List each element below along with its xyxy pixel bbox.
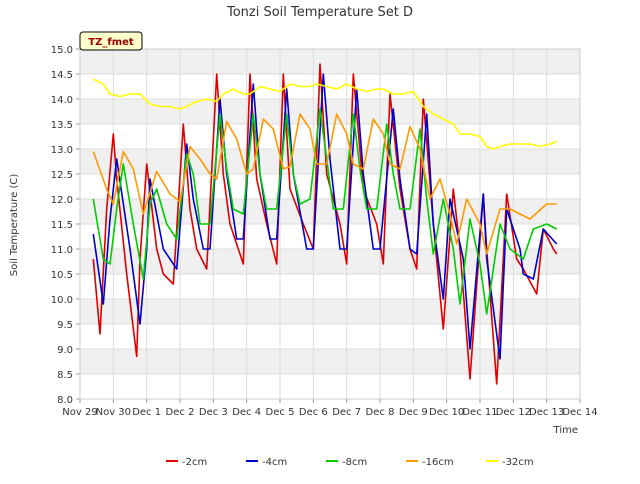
y-tick-label: 13.0	[51, 145, 73, 156]
x-tick-label: Dec 1	[132, 407, 161, 418]
y-tick-label: 11.0	[51, 245, 73, 256]
y-tick-label: 8.5	[57, 370, 73, 381]
y-tick-label: 9.5	[57, 320, 73, 331]
x-tick-label: Dec 11	[462, 407, 497, 418]
x-tick-label: Dec 13	[529, 407, 564, 418]
y-tick-label: 12.0	[51, 195, 73, 206]
badge-box	[79, 31, 143, 51]
legend-label: -32cm	[502, 457, 534, 468]
legend-item: -2cm	[166, 457, 207, 468]
x-tick-label: Nov 29	[62, 407, 97, 418]
x-tick-label: Dec 3	[199, 407, 228, 418]
chart-title: Tonzi Soil Temperature Set D	[226, 5, 413, 20]
x-tick-label: Dec 14	[562, 407, 597, 418]
plot-band	[80, 49, 580, 74]
series-line--16cm	[92, 113, 557, 255]
y-tick-label: 14.5	[51, 70, 73, 81]
legend-label: -16cm	[422, 457, 454, 468]
series-lines	[92, 63, 558, 385]
plot-band	[80, 299, 580, 324]
series-line--4cm	[92, 73, 558, 360]
y-tick-label: 14.0	[51, 95, 73, 106]
x-tick-label: Dec 6	[299, 407, 328, 418]
y-tick-label: 11.5	[51, 220, 73, 231]
legend-item: -8cm	[326, 457, 367, 468]
plot-frame	[79, 48, 581, 400]
x-tick-label: Nov 30	[96, 407, 131, 418]
x-tick-label: Dec 9	[399, 407, 428, 418]
y-tick-label: 15.0	[51, 45, 73, 56]
y-tick-label: 9.0	[57, 345, 73, 356]
series-line--8cm	[92, 108, 558, 315]
plot-band	[80, 99, 580, 124]
x-tick-label: Dec 12	[496, 407, 531, 418]
badge-label: TZ_fmet	[88, 37, 134, 48]
badge: TZ_fmet	[79, 31, 143, 51]
y-tick-label: 10.5	[51, 270, 73, 281]
x-tick-label: Dec 7	[332, 407, 361, 418]
legend-label: -2cm	[182, 457, 207, 468]
plot-band	[80, 249, 580, 274]
x-tick-label: Dec 4	[232, 407, 261, 418]
x-tick-label: Dec 10	[429, 407, 464, 418]
legend-item: -16cm	[406, 457, 454, 468]
x-axis-label: Time	[553, 425, 578, 436]
y-axis-label: Soil Temperature (C)	[9, 174, 20, 277]
x-tick-label: Dec 5	[266, 407, 295, 418]
x-tick-label: Dec 2	[166, 407, 195, 418]
legend-label: -4cm	[262, 457, 287, 468]
series-line--32cm	[92, 78, 557, 150]
y-tick-label: 8.0	[57, 395, 73, 406]
legend-item: -4cm	[246, 457, 287, 468]
plot-band	[80, 349, 580, 374]
legend-label: -8cm	[342, 457, 367, 468]
y-tick-label: 13.5	[51, 120, 73, 131]
axes	[76, 48, 581, 403]
x-tick-label: Dec 8	[366, 407, 395, 418]
legend-item: -32cm	[486, 457, 534, 468]
y-tick-label: 10.0	[51, 295, 73, 306]
legend: -2cm -4cm -8cm -16cm -32cm	[166, 457, 534, 468]
y-tick-label: 12.5	[51, 170, 73, 181]
y-tick-labels: 8.0 8.5 9.0 9.5 10.0 10.5 11.0 11.5 12.0 12.5 13.0…	[51, 45, 73, 406]
